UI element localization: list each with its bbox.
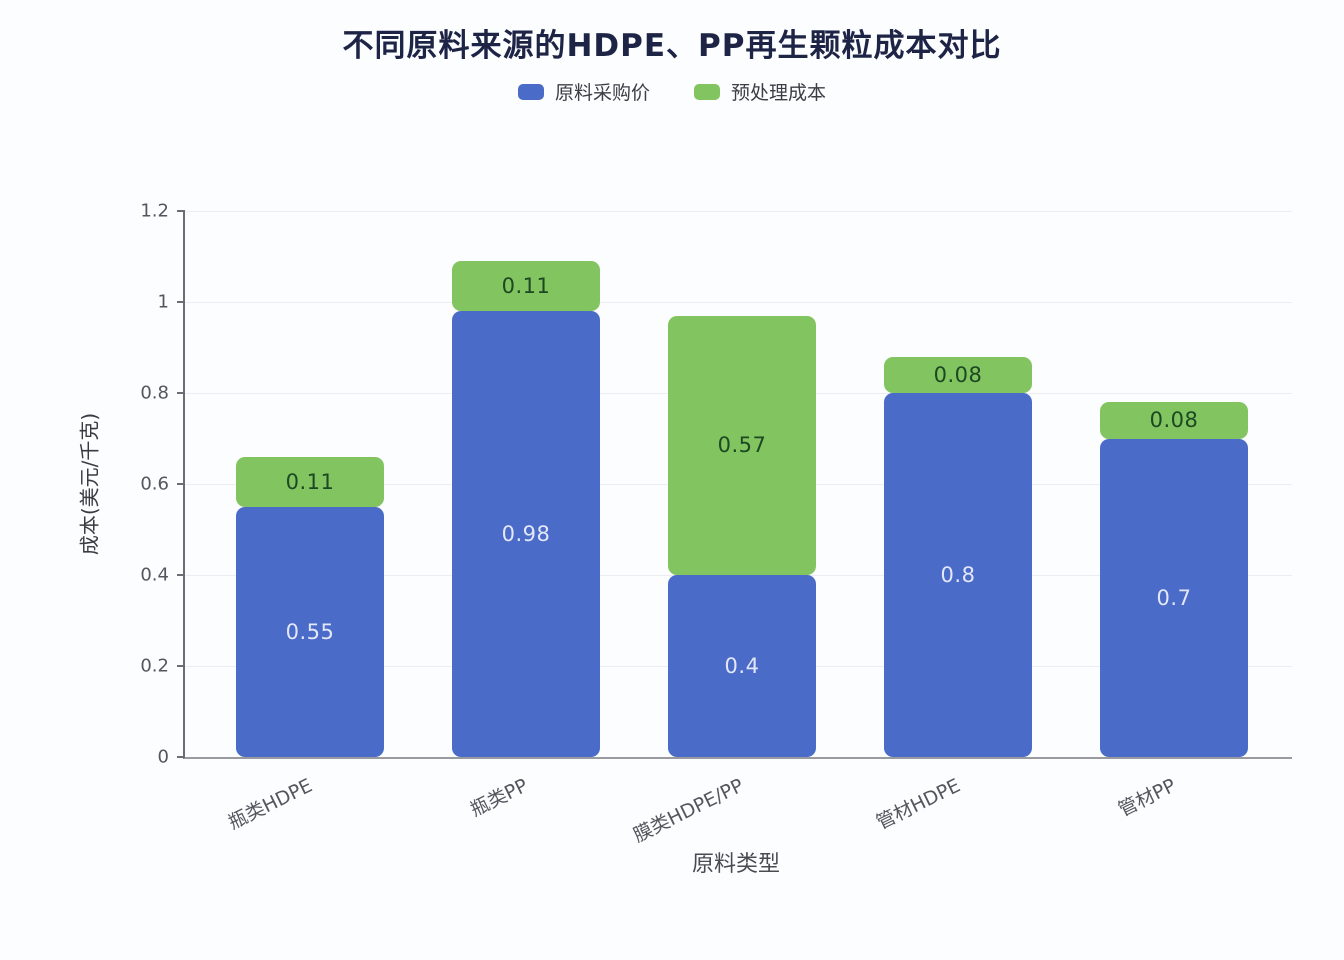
bar-value-label: 0.11 [285, 469, 335, 494]
bar-value-label: 0.08 [933, 362, 983, 387]
legend-item-purchase-price[interactable]: 原料采购价 [517, 78, 650, 105]
bar-value-label: 0.7 [1156, 585, 1192, 610]
bar-value-label: 0.57 [717, 433, 767, 458]
chart-title: 不同原料来源的HDPE、PP再生颗粒成本对比 [342, 28, 1002, 64]
y-axis-tick-label: 1 [157, 291, 169, 313]
y-axis-tick-label: 0.8 [140, 382, 169, 404]
y-axis-tick [177, 392, 185, 394]
legend-swatch [694, 83, 720, 100]
bar-segment-pretreatment-cost: 0.11 [452, 261, 600, 312]
y-axis-title: 成本(美元/千克) [77, 412, 102, 556]
x-axis-category-label: 管材HDPE [872, 774, 964, 834]
bar-segment-purchase-price: 0.98 [452, 311, 600, 757]
y-axis-tick [177, 574, 185, 576]
y-axis-tick-label: 0.4 [140, 564, 169, 586]
bar-value-label: 0.11 [501, 274, 551, 299]
bar-segment-pretreatment-cost: 0.08 [884, 356, 1032, 393]
legend-item-pretreatment-cost[interactable]: 预处理成本 [694, 78, 826, 105]
legend-label: 原料采购价 [554, 82, 650, 104]
bar-segment-pretreatment-cost: 0.57 [668, 315, 816, 575]
bar-value-label: 0.4 [724, 654, 760, 678]
y-axis-tick-label: 0.6 [140, 473, 169, 495]
x-axis-title: 原料类型 [691, 852, 781, 877]
legend-label: 预处理成本 [731, 82, 827, 104]
gridline [185, 211, 1292, 212]
bar-value-label: 0.08 [1149, 408, 1199, 433]
legend-swatch [517, 83, 544, 100]
bar-segment-purchase-price: 0.8 [884, 393, 1032, 757]
bar-value-label: 0.8 [940, 563, 976, 587]
gridline [185, 302, 1292, 303]
bar-value-label: 0.98 [501, 522, 551, 547]
legend: 原料采购价 预处理成本 [0, 78, 1344, 105]
y-axis-tick-label: 0 [157, 746, 169, 768]
y-axis-tick-label: 1.2 [140, 200, 169, 222]
bar-value-label: 0.55 [285, 619, 335, 644]
y-axis-tick [177, 483, 185, 485]
x-axis-category-label: 瓶类HDPE [224, 774, 316, 834]
x-axis-category-label: 膜类HDPE/PP [630, 774, 748, 847]
y-axis-tick [177, 210, 185, 212]
y-axis-tick [177, 756, 185, 758]
y-axis-tick [177, 301, 185, 303]
bar-segment-pretreatment-cost: 0.08 [1100, 402, 1248, 439]
bar-segment-purchase-price: 0.4 [668, 575, 816, 757]
bar-segment-purchase-price: 0.7 [1100, 438, 1248, 757]
y-axis-tick-label: 0.2 [140, 655, 169, 677]
plot-area: 0 0.2 0.4 0.6 0.8 1 1.2 0.55 0.11 瓶类HDPE 0.98 0.11 瓶… [140, 201, 1292, 847]
bar-segment-purchase-price: 0.55 [236, 506, 384, 757]
x-axis-category-label: 瓶类PP [466, 774, 532, 822]
y-axis-tick [177, 665, 185, 667]
bar-segment-pretreatment-cost: 0.11 [236, 456, 384, 507]
x-axis-category-label: 管材PP [1114, 774, 1180, 822]
